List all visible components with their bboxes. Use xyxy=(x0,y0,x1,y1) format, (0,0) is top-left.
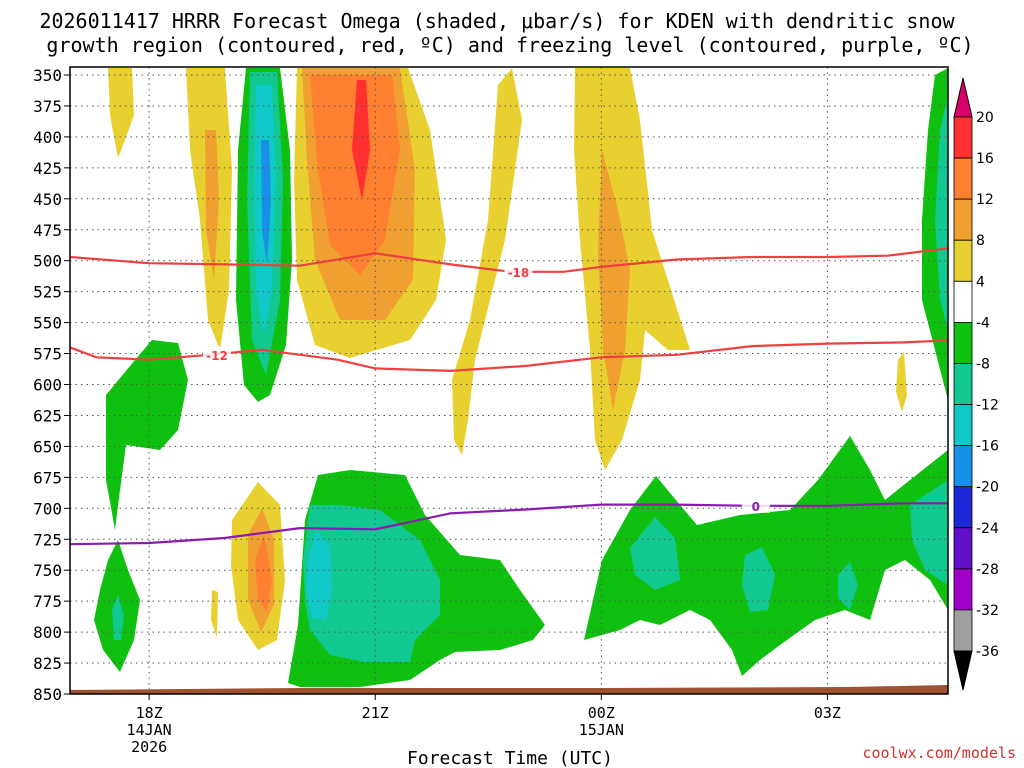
omega-region-orange xyxy=(310,75,400,275)
temperature-contours: -18 -12 0 xyxy=(70,247,948,546)
y-tick-label: 475 xyxy=(33,221,62,240)
colorbar-segment xyxy=(953,280,973,323)
colorbar-segment xyxy=(953,609,973,652)
y-tick-label: 625 xyxy=(33,406,62,425)
chart-title-line1: 2026011417 HRRR Forecast Omega (shaded, … xyxy=(39,9,955,33)
colorbar-tick-label: -4 xyxy=(976,315,990,331)
y-tick-label: 825 xyxy=(33,654,62,673)
y-axis-tick-labels: 350 375 400 425 450 475 500 525 550 575 600 625 650 6… xyxy=(33,66,70,704)
contour-label-lower: -12 xyxy=(206,349,228,363)
x-axis-tick-labels: 18Z14JAN202621Z00Z15JAN03Z06Z09Z xyxy=(127,694,841,756)
colorbar-tick-label: -36 xyxy=(976,644,999,660)
contour-dgz_upper_-18C xyxy=(70,247,948,273)
colorbar-tick-label: -32 xyxy=(976,603,999,619)
colorbar-segment xyxy=(953,404,973,447)
omega-colorbar: 20 16 12 8 4 -4 -8 -12 -16 -20 -24 -28 -32 -36 xyxy=(953,77,999,691)
omega-region-teal xyxy=(935,95,948,330)
y-tick-label: 375 xyxy=(33,97,62,116)
plot-frame xyxy=(69,66,949,695)
omega-shading xyxy=(70,68,948,694)
omega-region-yellow xyxy=(211,590,218,638)
colorbar-tick-label: 20 xyxy=(976,110,994,126)
colorbar-segment xyxy=(953,198,973,241)
y-tick-label: 650 xyxy=(33,437,62,456)
omega-region-teal xyxy=(742,547,775,612)
omega-region-yellow xyxy=(452,68,522,455)
plot-gridlines xyxy=(70,67,948,694)
x-axis-label: Forecast Time (UTC) xyxy=(407,748,613,768)
y-tick-label: 800 xyxy=(33,623,62,642)
y-tick-label: 500 xyxy=(33,252,62,271)
x-tick-label: 21Z xyxy=(362,704,389,722)
x-tick-label: 2026 xyxy=(131,738,167,756)
credit-link[interactable]: coolwx.com/models xyxy=(862,744,1016,762)
omega-region-red xyxy=(352,80,370,200)
colorbar-tick-label: -16 xyxy=(976,439,999,455)
y-tick-label: 400 xyxy=(33,128,62,147)
omega-region-blue xyxy=(261,140,271,265)
y-tick-label: 600 xyxy=(33,376,62,395)
colorbar-segment xyxy=(953,568,973,611)
x-tick-label: 03Z xyxy=(814,704,841,722)
colorbar-segment xyxy=(953,321,973,364)
terrain-strip xyxy=(70,685,948,694)
y-tick-label: 675 xyxy=(33,468,62,487)
colorbar-tick-label: 16 xyxy=(976,151,994,167)
omega-region-yellow xyxy=(896,352,907,412)
x-tick-label: 15JAN xyxy=(579,721,624,739)
y-tick-label: 575 xyxy=(33,345,62,364)
colorbar-segment xyxy=(953,157,973,200)
omega-region-teal xyxy=(303,505,440,662)
colorbar-tick-label: -8 xyxy=(976,356,990,372)
omega-region-cyan xyxy=(306,530,332,620)
colorbar-tick-label: 12 xyxy=(976,192,994,208)
omega-region-teal xyxy=(910,480,948,585)
colorbar-tick-label: -12 xyxy=(976,398,999,414)
contour-label-upper: -18 xyxy=(508,266,530,280)
colorbar-segment xyxy=(953,486,973,529)
y-tick-label: 525 xyxy=(33,283,62,302)
contour-label-freezing-bg xyxy=(741,497,770,513)
omega-region-green xyxy=(106,340,188,530)
y-tick-label: 450 xyxy=(33,190,62,209)
colorbar-bottom-arrow xyxy=(953,650,973,691)
contour-label-lower-bg xyxy=(202,346,231,362)
colorbar-tick-label: -24 xyxy=(976,521,999,537)
colorbar-segment xyxy=(953,527,973,570)
colorbar-segment xyxy=(953,116,973,159)
y-tick-label: 350 xyxy=(33,66,62,85)
omega-region-teal xyxy=(838,562,858,610)
y-tick-label: 550 xyxy=(33,314,62,333)
omega-region-orange xyxy=(255,535,272,612)
x-tick-label: 18Z xyxy=(136,704,163,722)
y-tick-label: 425 xyxy=(33,159,62,178)
omega-region-teal xyxy=(630,517,680,590)
y-tick-label: 700 xyxy=(33,499,62,518)
y-tick-label: 750 xyxy=(33,561,62,580)
colorbar-tick-label: -20 xyxy=(976,480,999,496)
omega-region-teal xyxy=(112,595,124,640)
y-tick-label: 850 xyxy=(33,685,62,704)
contour-label-upper-bg xyxy=(504,263,533,279)
colorbar-tick-label: 8 xyxy=(976,233,985,249)
omega-region-yellow xyxy=(108,68,134,158)
colorbar-segment xyxy=(953,445,973,488)
colorbar-tick-label: -28 xyxy=(976,562,999,578)
colorbar-top-arrow xyxy=(953,77,973,118)
colorbar-segment xyxy=(953,363,973,405)
contour-label-freezing: 0 xyxy=(752,500,760,514)
omega-region-goldenrod xyxy=(598,150,630,410)
x-tick-label: 00Z xyxy=(588,704,615,722)
colorbar-tick-label: 4 xyxy=(976,274,985,290)
colorbar-segment xyxy=(953,239,973,282)
y-tick-label: 725 xyxy=(33,530,62,549)
x-tick-label: 14JAN xyxy=(127,721,172,739)
y-tick-label: 775 xyxy=(33,592,62,611)
chart-title-line2: growth region (contoured, red, ºC) and f… xyxy=(46,33,973,57)
